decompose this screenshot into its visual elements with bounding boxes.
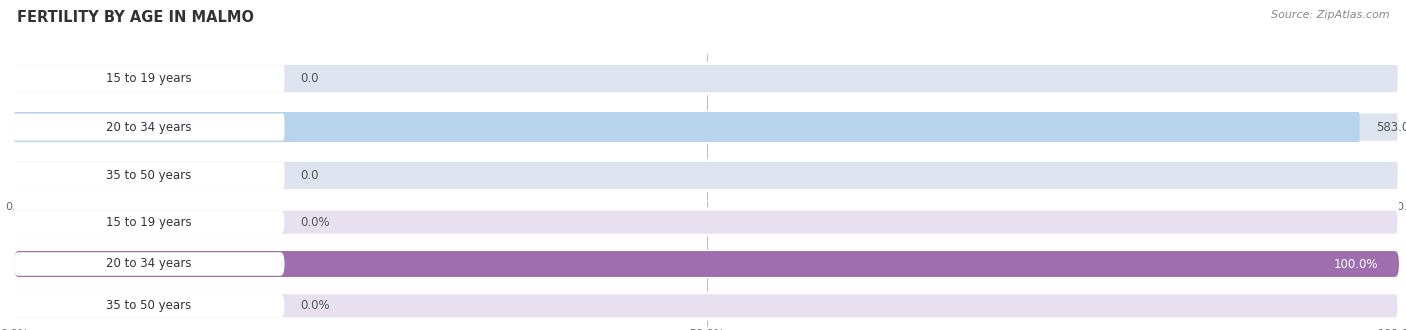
Text: 0.0: 0.0 [301,72,319,85]
Text: 15 to 19 years: 15 to 19 years [107,72,191,85]
Text: 35 to 50 years: 35 to 50 years [107,299,191,312]
Text: 0.0: 0.0 [301,169,319,182]
Text: 0.0%: 0.0% [301,216,330,229]
FancyBboxPatch shape [14,209,1399,235]
Text: 583.0: 583.0 [1376,120,1406,134]
FancyBboxPatch shape [14,114,284,140]
Text: 0.0%: 0.0% [301,299,330,312]
Text: 20 to 34 years: 20 to 34 years [107,120,191,134]
FancyBboxPatch shape [14,162,284,188]
Text: 15 to 19 years: 15 to 19 years [107,216,191,229]
FancyBboxPatch shape [14,294,284,317]
FancyBboxPatch shape [14,293,1399,319]
Text: Source: ZipAtlas.com: Source: ZipAtlas.com [1271,10,1389,20]
Text: 35 to 50 years: 35 to 50 years [107,169,191,182]
FancyBboxPatch shape [14,112,1399,142]
FancyBboxPatch shape [14,251,1399,277]
Text: 20 to 34 years: 20 to 34 years [107,257,191,271]
FancyBboxPatch shape [14,112,1360,142]
Text: 100.0%: 100.0% [1334,257,1378,271]
FancyBboxPatch shape [14,66,284,92]
FancyBboxPatch shape [14,64,1399,94]
FancyBboxPatch shape [14,253,284,275]
FancyBboxPatch shape [14,211,284,234]
FancyBboxPatch shape [14,160,1399,190]
Text: FERTILITY BY AGE IN MALMO: FERTILITY BY AGE IN MALMO [17,10,254,25]
FancyBboxPatch shape [14,251,1399,277]
